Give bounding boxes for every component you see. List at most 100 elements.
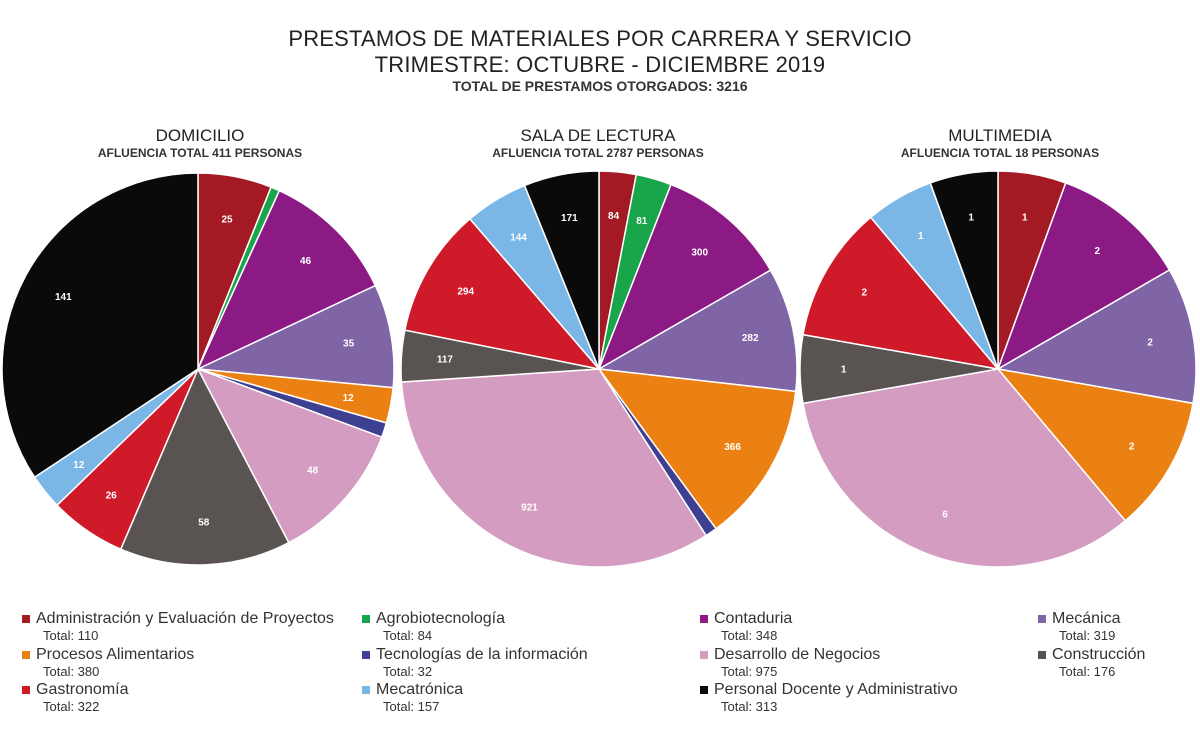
slice-data-label: 84 xyxy=(608,211,620,222)
legend-item: Procesos Alimentarios Total: 380 xyxy=(22,646,194,680)
legend-label: Mecánica xyxy=(1052,610,1121,627)
legend-swatch xyxy=(22,686,30,694)
legend-total: Total: 110 xyxy=(43,628,99,643)
legend-total: Total: 176 xyxy=(1059,664,1116,679)
slice-data-label: 2 xyxy=(1147,338,1153,349)
slice-data-label: 1 xyxy=(918,231,924,242)
legend-swatch xyxy=(362,615,370,623)
pie-slice xyxy=(996,181,1171,371)
pie-title: DOMICILIO xyxy=(155,126,245,145)
legend-total: Total: 84 xyxy=(383,628,433,643)
slice-data-label: 1 xyxy=(841,365,847,376)
pie-slice xyxy=(995,268,1197,405)
legend-item: Contaduria Total: 348 xyxy=(700,610,792,644)
legend-swatch xyxy=(362,686,370,694)
legend-label: Contaduria xyxy=(714,610,793,627)
legend-total: Total: 975 xyxy=(721,664,778,679)
legend-label: Tecnologías de la información xyxy=(376,646,588,663)
pie-slice xyxy=(196,189,377,371)
legend-swatch xyxy=(22,651,30,659)
legend-swatch xyxy=(362,651,370,659)
legend-swatch xyxy=(22,615,30,623)
pie-subtitle: AFLUENCIA TOTAL 18 PERSONAS xyxy=(900,146,1100,160)
pie-slice xyxy=(802,368,1127,568)
slice-data-label: 282 xyxy=(742,333,759,344)
slice-data-label: 366 xyxy=(724,442,741,453)
slice-data-label: 35 xyxy=(343,338,355,349)
chart-title-line1: PRESTAMOS DE MATERIALES POR CARRERA Y SE… xyxy=(288,26,912,51)
pie-title: MULTIMEDIA xyxy=(948,126,1052,145)
slice-data-label: 2 xyxy=(1095,246,1101,257)
legend-item: Mecánica Total: 319 xyxy=(1038,610,1120,644)
legend-item: Desarrollo de Negocios Total: 975 xyxy=(700,646,880,680)
pie-2: 1 2 2 2 6 1 2 1 1 xyxy=(799,170,1197,568)
legend-total: Total: 157 xyxy=(383,699,440,714)
pie-1: 84 81 300 282 366 921 117 294 144 171 xyxy=(400,170,798,568)
pie-slice xyxy=(1,172,199,479)
legend-item: Construcción Total: 176 xyxy=(1038,646,1145,680)
legend-swatch xyxy=(1038,651,1046,659)
slice-data-label: 26 xyxy=(106,490,118,501)
slice-data-label: 2 xyxy=(1129,442,1135,453)
legend-item: Gastronomía Total: 322 xyxy=(22,681,128,715)
slice-data-label: 6 xyxy=(942,510,948,521)
legend-total: Total: 348 xyxy=(721,628,778,643)
slice-data-label: 1 xyxy=(1022,212,1028,223)
pie-title: SALA DE LECTURA xyxy=(520,126,676,145)
pie-slice xyxy=(597,368,797,530)
slice-data-label: 48 xyxy=(307,466,319,477)
pie-slice xyxy=(196,367,383,544)
legend-swatch xyxy=(700,651,708,659)
legend-label: Agrobiotecnología xyxy=(376,610,505,627)
legend-swatch xyxy=(1038,615,1046,623)
slice-data-label: 141 xyxy=(55,292,72,303)
legend-total: Total: 313 xyxy=(721,699,778,714)
slice-data-label: 25 xyxy=(221,214,233,225)
legend-total: Total: 380 xyxy=(43,664,100,679)
slice-data-label: 300 xyxy=(691,247,708,258)
chart-header: PRESTAMOS DE MATERIALES POR CARRERA Y SE… xyxy=(0,26,1200,94)
legend-item: Administración y Evaluación de Proyectos… xyxy=(22,610,334,644)
legend-label: Personal Docente y Administrativo xyxy=(714,681,958,698)
pie-slice xyxy=(596,269,798,393)
pie-slice xyxy=(119,367,290,566)
pie-subtitle: AFLUENCIA TOTAL 2787 PERSONAS xyxy=(492,146,704,160)
legend-label: Procesos Alimentarios xyxy=(36,646,195,663)
pie-slice xyxy=(597,183,772,371)
slice-data-label: 58 xyxy=(198,517,210,528)
legend-label: Desarrollo de Negocios xyxy=(714,646,881,663)
slice-data-label: 12 xyxy=(343,393,355,404)
pie-slice xyxy=(403,217,601,371)
pie-slice xyxy=(996,367,1194,522)
legend-item: Personal Docente y Administrativo Total: … xyxy=(700,681,958,715)
legend-total: Total: 319 xyxy=(1059,628,1116,643)
slice-data-label: 171 xyxy=(561,213,578,224)
slice-data-label: 117 xyxy=(437,354,454,365)
pie-title-domicilio: DOMICILIO AFLUENCIA TOTAL 411 PERSONAS xyxy=(0,126,400,160)
pie-title-sala-de-lectura: SALA DE LECTURA AFLUENCIA TOTAL 2787 PER… xyxy=(398,126,798,160)
legend-swatch xyxy=(700,615,708,623)
slice-data-label: 46 xyxy=(300,256,312,267)
pie-slice xyxy=(400,368,708,568)
legend-label: Construcción xyxy=(1052,646,1146,663)
legend-swatch xyxy=(700,686,708,694)
pie-0: 25 46 35 12 48 58 26 12 141 xyxy=(1,172,395,566)
chart-subtitle: TOTAL DE PRESTAMOS OTORGADOS: 3216 xyxy=(452,78,748,94)
slice-data-label: 12 xyxy=(73,460,85,471)
pie-title-multimedia: MULTIMEDIA AFLUENCIA TOTAL 18 PERSONAS xyxy=(800,126,1200,160)
pie-slice xyxy=(929,170,999,370)
slice-data-label: 294 xyxy=(457,287,474,298)
slice-data-label: 2 xyxy=(862,287,868,298)
chart-title-line2: TRIMESTRE: OCTUBRE - DICIEMBRE 2019 xyxy=(374,52,826,77)
pie-slice xyxy=(195,284,395,389)
legend-label: Administración y Evaluación de Proyectos xyxy=(36,610,334,627)
legend-total: Total: 32 xyxy=(383,664,433,679)
legend-label: Gastronomía xyxy=(36,681,129,698)
slice-data-label: 144 xyxy=(510,233,527,244)
slice-data-label: 81 xyxy=(636,216,648,227)
legend-item: Tecnologías de la información Total: 32 xyxy=(362,646,588,680)
legend-label: Mecatrónica xyxy=(376,681,464,698)
legend-item: Mecatrónica Total: 157 xyxy=(362,681,463,715)
pie-slice xyxy=(802,216,1000,371)
